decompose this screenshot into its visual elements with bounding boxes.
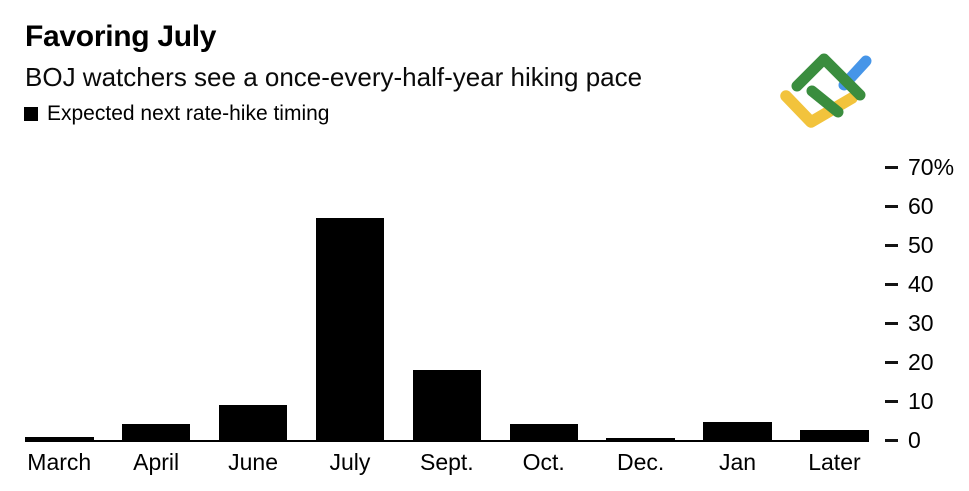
legend-label: Expected next rate-hike timing xyxy=(47,102,330,125)
x-axis-label-jan: Jan xyxy=(719,449,757,475)
y-axis-label: 60 xyxy=(908,193,934,219)
x-axis-label-march: March xyxy=(27,449,92,475)
bar-later xyxy=(800,430,869,440)
bar-july xyxy=(315,217,385,440)
y-axis-tick xyxy=(885,360,898,364)
bar-oct xyxy=(509,424,578,440)
y-axis-label: 30 xyxy=(908,310,934,336)
litefinance-logo-icon xyxy=(780,53,872,128)
y-axis-tick xyxy=(885,399,898,403)
bar-sept xyxy=(412,369,482,440)
y-axis-tick xyxy=(885,204,898,208)
legend-swatch-icon xyxy=(24,107,38,121)
y-axis-tick xyxy=(885,282,898,286)
chart-subtitle: BOJ watchers see a once-every-half-year … xyxy=(25,62,643,92)
y-axis-tick xyxy=(885,321,898,325)
y-axis-label: 50 xyxy=(908,232,934,258)
bar-march xyxy=(25,436,94,440)
x-axis-label-oct: Oct. xyxy=(522,449,565,475)
y-axis-label: 20 xyxy=(908,349,934,375)
bar-jan xyxy=(703,422,772,440)
x-axis-label-july: July xyxy=(329,449,371,475)
y-axis-label: 0 xyxy=(908,427,921,453)
bar-april xyxy=(121,424,191,440)
y-axis-tick xyxy=(885,243,898,247)
y-axis-tick xyxy=(885,438,898,442)
x-axis-label-april: April xyxy=(133,449,180,475)
logo-green-chevron xyxy=(791,53,866,101)
x-axis-label-later: Later xyxy=(808,449,861,475)
bar-dec xyxy=(606,438,675,440)
logo-green-dash xyxy=(806,85,844,118)
x-axis-label-sept: Sept. xyxy=(419,449,474,475)
page-title: Favoring July xyxy=(25,20,217,53)
y-axis-tick xyxy=(885,165,898,169)
y-axis-label: 10 xyxy=(908,388,934,414)
bar-june xyxy=(218,404,288,440)
x-axis-label-dec: Dec. xyxy=(616,449,665,475)
y-axis-label: 40 xyxy=(908,271,934,297)
y-axis-label: 70% xyxy=(908,154,955,180)
x-axis-line xyxy=(25,440,869,442)
x-axis-label-june: June xyxy=(228,449,278,475)
chart-legend: Expected next rate-hike timing xyxy=(24,102,329,126)
